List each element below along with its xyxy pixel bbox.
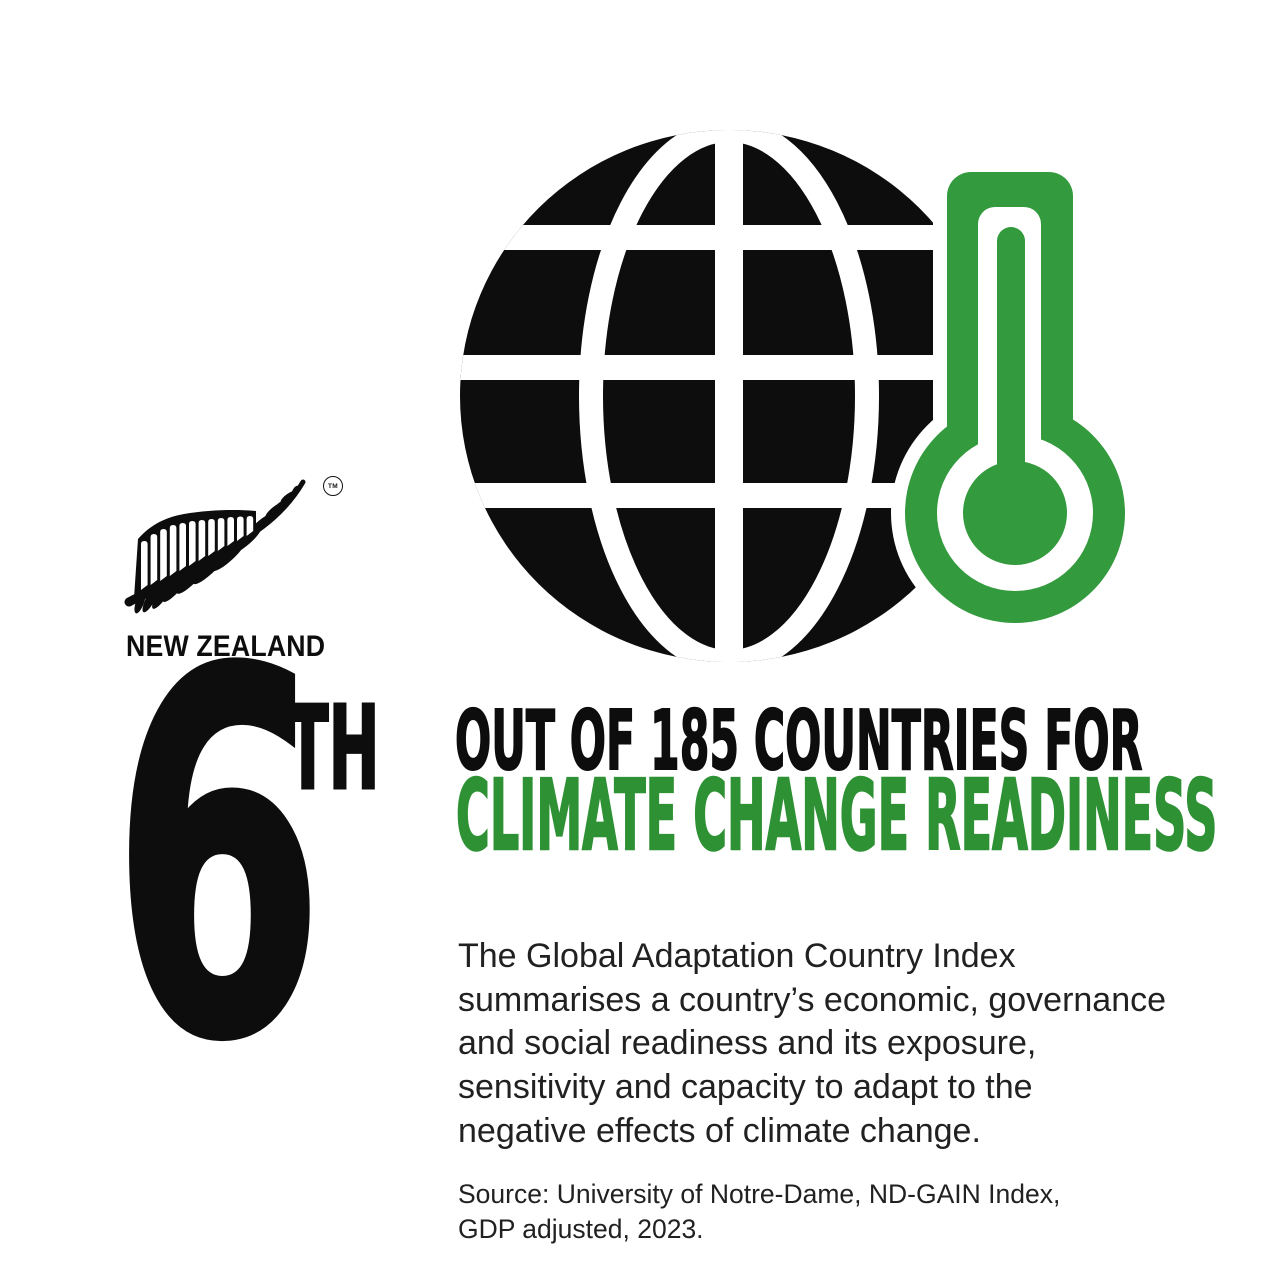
rank-ordinal: TH bbox=[286, 682, 380, 816]
source-text: Source: University of Notre-Dame, ND-GAI… bbox=[458, 1177, 1060, 1246]
globe-thermometer-graphic bbox=[450, 120, 1140, 680]
circled-tm-icon: TM bbox=[323, 476, 343, 496]
rank-number: 6 bbox=[110, 567, 326, 1149]
globe-grid-icon bbox=[460, 130, 1139, 662]
source-line: GDP adjusted, 2023. bbox=[458, 1213, 704, 1244]
headline-green: CLIMATE CHANGE READINESS bbox=[455, 759, 1218, 872]
body-line: and social readiness and its exposure, bbox=[458, 1024, 1037, 1063]
body-line: summarises a country’s economic, governa… bbox=[458, 980, 1167, 1019]
body-line: The Global Adaptation Country Index bbox=[458, 937, 1016, 975]
nz-fern-logo bbox=[110, 465, 350, 625]
silver-fern-icon bbox=[124, 479, 306, 614]
trademark-label: TM bbox=[328, 482, 338, 490]
headline-black: OUT OF 185 COUNTRIES FOR bbox=[454, 694, 1143, 789]
body-line: negative effects of climate change. bbox=[458, 1111, 981, 1150]
body-line: sensitivity and capacity to adapt to the bbox=[458, 1068, 1033, 1107]
body-text: The Global Adaptation Country Index summ… bbox=[458, 935, 1166, 1154]
brand-name: NEW ZEALAND bbox=[126, 630, 326, 663]
source-line: Source: University of Notre-Dame, ND-GAI… bbox=[458, 1179, 1061, 1209]
thermometer-icon bbox=[891, 158, 1139, 637]
